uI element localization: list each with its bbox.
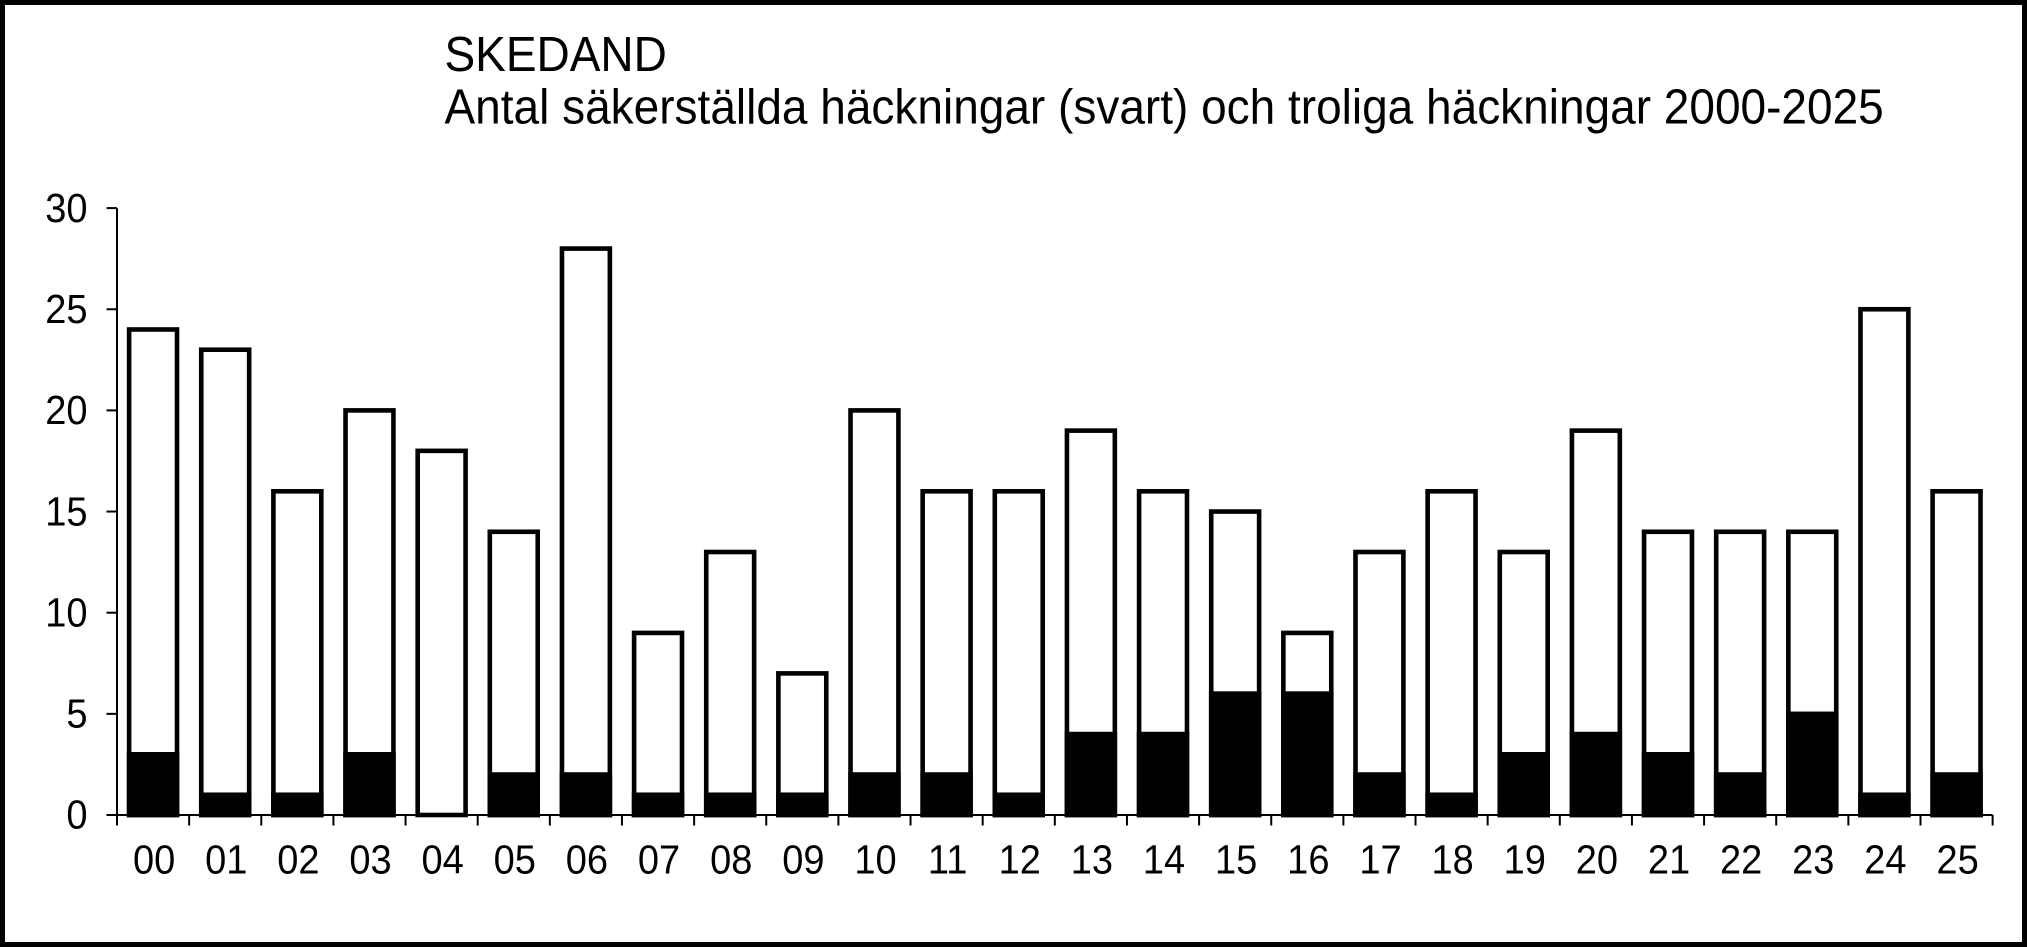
svg-text:15: 15 — [1215, 837, 1257, 882]
svg-text:00: 00 — [133, 837, 175, 882]
svg-text:22: 22 — [1720, 837, 1762, 882]
svg-text:23: 23 — [1792, 837, 1834, 882]
svg-text:11: 11 — [928, 837, 967, 882]
svg-text:12: 12 — [999, 837, 1041, 882]
svg-text:20: 20 — [45, 388, 87, 433]
svg-text:10: 10 — [854, 837, 896, 882]
svg-text:14: 14 — [1143, 837, 1185, 882]
svg-text:09: 09 — [782, 837, 824, 882]
svg-text:25: 25 — [45, 287, 87, 332]
svg-text:21: 21 — [1648, 837, 1690, 882]
svg-text:30: 30 — [45, 186, 87, 231]
svg-text:02: 02 — [277, 837, 319, 882]
svg-text:10: 10 — [45, 590, 87, 635]
svg-text:17: 17 — [1359, 837, 1401, 882]
svg-text:19: 19 — [1504, 837, 1546, 882]
svg-text:20: 20 — [1576, 837, 1618, 882]
svg-text:13: 13 — [1071, 837, 1113, 882]
svg-text:18: 18 — [1431, 837, 1473, 882]
svg-text:25: 25 — [1936, 837, 1978, 882]
svg-text:5: 5 — [66, 691, 87, 736]
svg-text:06: 06 — [566, 837, 608, 882]
svg-text:08: 08 — [710, 837, 752, 882]
svg-text:Antal säkerställda häckningar: Antal säkerställda häckningar (svart) oc… — [445, 80, 1884, 135]
svg-text:24: 24 — [1864, 837, 1906, 882]
svg-text:07: 07 — [638, 837, 680, 882]
svg-text:SKEDAND: SKEDAND — [445, 28, 667, 83]
svg-text:05: 05 — [494, 837, 536, 882]
svg-text:15: 15 — [45, 489, 87, 534]
svg-text:03: 03 — [349, 837, 391, 882]
svg-text:16: 16 — [1287, 837, 1329, 882]
svg-text:04: 04 — [421, 837, 463, 882]
svg-text:0: 0 — [66, 793, 87, 838]
svg-text:01: 01 — [205, 837, 247, 882]
